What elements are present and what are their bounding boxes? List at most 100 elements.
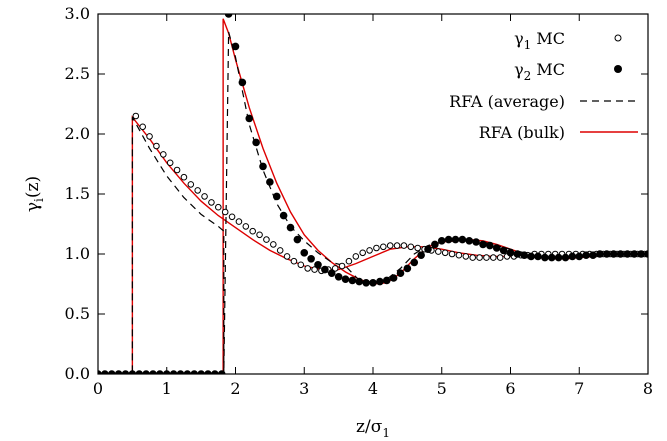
legend-label-rfa-average: RFA (average): [449, 92, 565, 111]
gamma1-mc-point: [352, 253, 360, 260]
y-tick-label: 3.0: [65, 4, 90, 23]
x-tick-label: 6: [505, 379, 515, 398]
gamma1-mc-point: [469, 254, 476, 261]
gamma2-mc-point: [561, 253, 570, 262]
gamma1-mc-point: [173, 166, 181, 174]
gamma2-mc-point: [547, 253, 556, 262]
gamma2-mc-point: [382, 276, 391, 285]
gamma2-mc-point: [293, 235, 302, 244]
legend-label-gamma2-mc: γ2 MC: [514, 60, 565, 83]
gamma1-mc-point: [407, 243, 415, 251]
gamma2-mc-point: [417, 251, 425, 259]
y-tick-label: 2.0: [65, 124, 90, 143]
gamma2-mc-point: [616, 250, 625, 258]
gamma2-mc-point: [486, 241, 494, 250]
gamma2-mc-point: [286, 223, 295, 232]
gamma2-mc-point: [575, 252, 584, 261]
gamma2-mc-point: [266, 178, 274, 186]
y-tick-label: 1.5: [65, 184, 90, 203]
gamma2-mc-point: [506, 249, 515, 257]
gamma2-mc-point: [472, 238, 480, 246]
gamma1-mc-point: [304, 265, 311, 272]
gamma2-mc-point: [376, 277, 384, 286]
gamma1-mc-point: [393, 242, 401, 249]
gamma1-mc-point: [256, 231, 263, 239]
gamma2-mc-point: [321, 265, 329, 274]
gamma1-mc-point: [270, 241, 277, 248]
gamma2-mc-point: [596, 250, 604, 258]
gamma1-mc-point: [338, 262, 346, 270]
y-tick-label: 2.5: [65, 64, 90, 83]
gamma2-mc-point: [307, 254, 315, 263]
gamma1-mc-point: [228, 213, 236, 221]
gamma2-mc-point: [101, 370, 109, 374]
plot-frame: [97, 13, 649, 375]
legend-label-rfa-bulk: RFA (bulk): [479, 123, 565, 142]
x-tick-label: 2: [230, 379, 240, 398]
series-layer: [98, 14, 648, 374]
gamma1-mc-point: [215, 203, 222, 211]
x-axis-label: z/σ1: [356, 417, 390, 440]
gamma1-mc-point: [345, 257, 353, 265]
gamma2-mc-point: [582, 251, 590, 259]
gamma2-mc-point: [279, 211, 288, 220]
gamma2-mc-point: [135, 370, 144, 374]
gamma2-mc-point: [156, 370, 164, 374]
gamma1-mc-point: [249, 227, 256, 235]
gamma2-mc-point: [238, 78, 247, 87]
gamma2-mc-point: [355, 277, 364, 286]
gamma2-mc-point: [589, 251, 597, 259]
gamma2-mc-point: [190, 370, 199, 374]
gamma2-mc-point: [128, 370, 137, 374]
gamma2-mc-point: [492, 244, 501, 252]
gamma2-mc-point: [389, 274, 398, 282]
gamma2-mc-point: [107, 370, 116, 374]
gamma1-mc-point: [153, 142, 160, 150]
gamma1-mc-point: [276, 247, 284, 254]
gamma2-mc-point: [98, 370, 102, 374]
gamma1-mc-point: [483, 254, 490, 261]
gamma1-mc-point: [414, 244, 421, 252]
gamma2-mc-point: [183, 370, 192, 374]
gamma1-mc-point: [373, 244, 380, 252]
gamma1-mc-point: [283, 253, 291, 260]
gamma2-mc-point: [410, 258, 419, 267]
gamma2-mc-point: [437, 237, 446, 245]
gamma2-mc-point: [300, 249, 309, 257]
gamma2-mc-point: [568, 252, 577, 261]
gamma2-mc-point: [334, 273, 343, 281]
gamma2-mc-point: [458, 235, 467, 244]
gamma2-mc-point: [245, 114, 254, 123]
gamma2-mc-point: [644, 250, 648, 258]
gamma2-mc-point: [259, 162, 267, 171]
gamma2-mc-point: [534, 252, 542, 261]
gamma2-mc-point: [499, 246, 508, 255]
y-tick-label: 0.5: [65, 304, 90, 323]
gamma2-mc-point: [121, 370, 130, 374]
gamma1-mc-point: [180, 173, 188, 181]
gamma2-mc-point: [513, 250, 522, 258]
x-tick-label: 8: [643, 379, 653, 398]
gamma2-mc-point: [431, 240, 439, 249]
series-line-rfa-average: [98, 31, 648, 374]
gamma1-mc-point: [263, 236, 270, 243]
legend-marker-open-circle: [614, 34, 622, 42]
gamma1-mc-point: [386, 242, 394, 249]
gamma1-mc-point: [132, 112, 140, 120]
gamma2-mc-point: [348, 276, 357, 285]
gamma2-mc-point: [149, 370, 157, 374]
gamma2-mc-point: [609, 250, 618, 258]
gamma2-mc-point: [396, 269, 405, 278]
gamma1-mc-point: [435, 248, 442, 255]
gamma2-mc-point: [444, 235, 453, 244]
gamma2-mc-point: [465, 237, 474, 245]
gamma2-mc-point: [403, 264, 412, 273]
gamma2-mc-point: [520, 251, 529, 259]
gamma1-mc-point: [311, 266, 318, 273]
gamma2-mc-point: [114, 370, 123, 374]
gamma1-mc-point: [290, 257, 298, 265]
gamma2-mc-point: [623, 250, 632, 258]
series-line-rfa-bulk: [98, 18, 648, 374]
gamma1-mc-point: [441, 249, 449, 257]
gamma1-mc-point: [462, 253, 470, 260]
